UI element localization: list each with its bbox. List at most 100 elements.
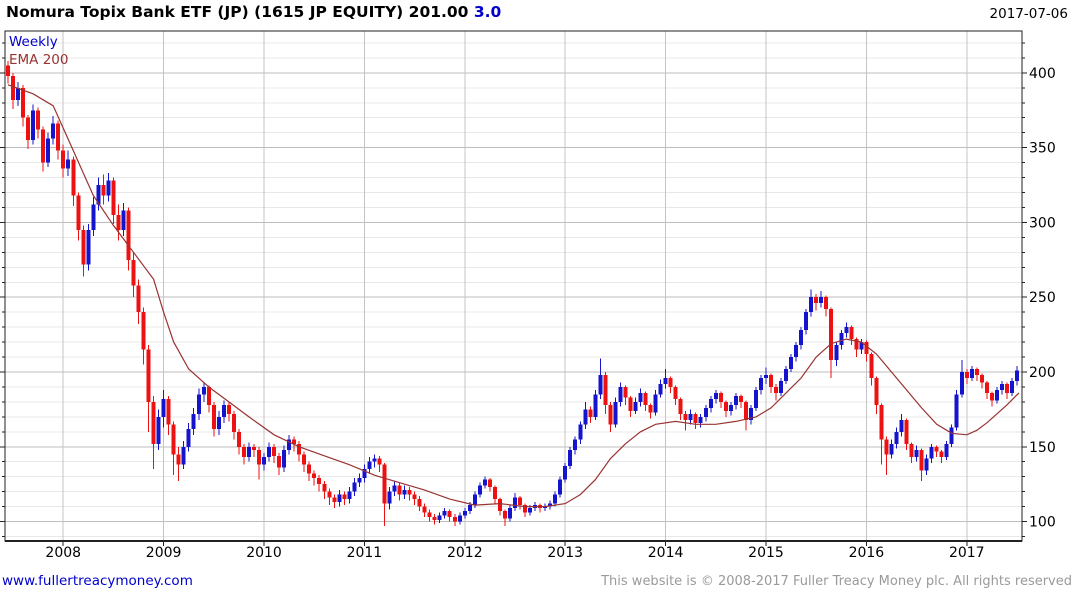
candle [267, 446, 272, 458]
candle [141, 312, 146, 350]
candle [6, 65, 11, 76]
candle [432, 517, 437, 521]
candle [347, 491, 352, 500]
candle [713, 392, 718, 399]
candle [146, 349, 151, 402]
candle [86, 229, 91, 265]
candle [206, 386, 211, 405]
candle [176, 454, 181, 465]
candle [101, 185, 106, 196]
candle [518, 497, 523, 506]
candle [708, 398, 713, 408]
candle [297, 443, 302, 455]
candle [282, 449, 287, 468]
candle [272, 446, 277, 456]
candle [693, 413, 698, 423]
candle [81, 229, 86, 265]
candle [437, 515, 442, 521]
candle [91, 204, 96, 230]
candle [156, 416, 161, 444]
chart-title-text: Nomura Topix Bank ETF (JP) (1615 JP EQUI… [6, 3, 474, 21]
candle [392, 485, 397, 492]
candle [221, 404, 226, 417]
candle [618, 386, 623, 402]
candle [638, 392, 643, 402]
candle [422, 506, 427, 513]
candle [583, 409, 588, 425]
candle [342, 494, 347, 500]
candle [106, 180, 111, 196]
candle [879, 404, 884, 440]
candle [96, 185, 101, 205]
candle [894, 431, 899, 444]
candle [593, 394, 598, 417]
candle [794, 345, 799, 358]
candle [914, 449, 919, 458]
svg-text:2014: 2014 [648, 545, 684, 561]
candle [472, 494, 477, 506]
candle [939, 451, 944, 458]
candle [191, 413, 196, 429]
candle [889, 443, 894, 455]
candle [849, 327, 854, 340]
candle [302, 454, 307, 465]
candle [733, 395, 738, 405]
candle [623, 386, 628, 398]
candle [789, 357, 794, 370]
candle [919, 449, 924, 471]
candle [317, 478, 322, 485]
candle [397, 485, 402, 495]
candle [181, 446, 186, 465]
candle [427, 512, 432, 518]
svg-text:2015: 2015 [748, 545, 784, 561]
candle [151, 401, 156, 444]
candle [477, 485, 482, 495]
candle [578, 424, 583, 440]
candle [121, 210, 126, 230]
candle [41, 129, 46, 163]
candle [251, 446, 256, 450]
candle [949, 427, 954, 444]
candle [663, 377, 668, 384]
svg-text:400: 400 [1029, 66, 1056, 82]
candle [66, 159, 71, 169]
website-link[interactable]: www.fullertreacymoney.com [2, 573, 193, 589]
chart-date: 2017-07-06 [989, 6, 1068, 22]
candle [442, 511, 447, 516]
candle [668, 377, 673, 387]
candle [959, 371, 964, 395]
x-axis-labels: 2008 2009 2010 2011 2012 2013 2014 2015 2016 2017 [45, 545, 984, 561]
candle [969, 369, 974, 378]
candle [613, 401, 618, 425]
y-axis-labels: 100 150 200 250 300 350 400 [1029, 66, 1056, 531]
candle [628, 397, 633, 411]
candle [482, 479, 487, 486]
candle [111, 180, 116, 215]
svg-text:350: 350 [1029, 141, 1056, 157]
candle [126, 210, 131, 260]
candle [457, 515, 462, 522]
candle [211, 404, 216, 429]
candle [929, 446, 934, 459]
svg-text:2012: 2012 [447, 545, 483, 561]
candle [523, 505, 528, 513]
candle [834, 345, 839, 361]
candle [377, 458, 382, 465]
candle [201, 386, 206, 395]
candle [854, 339, 859, 350]
copyright-notice: This website is © 2008-2017 Fuller Treac… [601, 574, 1072, 589]
candle [758, 377, 763, 390]
candle [673, 386, 678, 399]
candle [382, 464, 387, 504]
svg-text:2009: 2009 [146, 545, 182, 561]
candle [136, 285, 141, 313]
chart-title-change: 3.0 [473, 3, 502, 21]
candle [362, 469, 367, 479]
candle [36, 110, 41, 130]
candle [277, 455, 282, 468]
candle [231, 413, 236, 432]
svg-text:2016: 2016 [849, 545, 885, 561]
candle [497, 499, 502, 512]
candle [322, 484, 327, 492]
candle [161, 398, 166, 417]
